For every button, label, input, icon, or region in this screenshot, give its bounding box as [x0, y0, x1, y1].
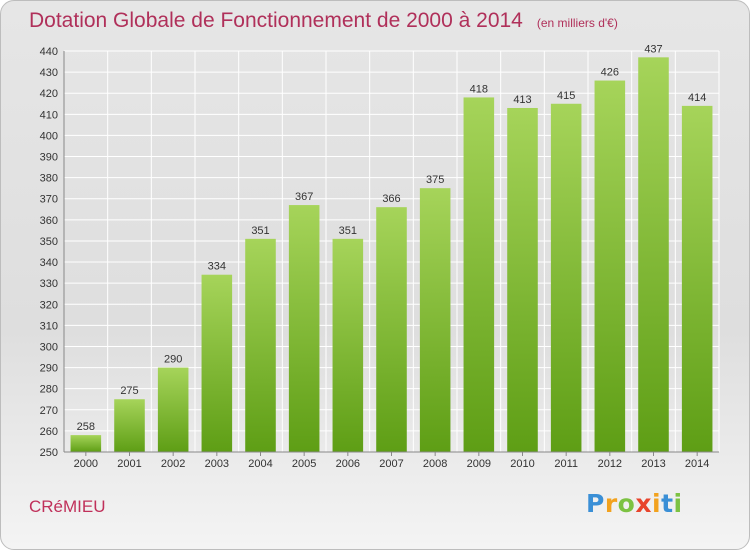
chart-title: Dotation Globale de Fonctionnement de 20…: [29, 9, 618, 33]
y-tick-label: 330: [40, 278, 58, 290]
y-tick-label: 320: [40, 299, 58, 311]
value-label: 351: [339, 225, 357, 237]
logo-letter: o: [617, 489, 636, 518]
x-tick-label: 2013: [641, 458, 665, 470]
y-tick-label: 430: [40, 67, 58, 79]
bar-2005: [288, 205, 320, 452]
value-label: 258: [77, 421, 95, 433]
x-tick-label: 2002: [161, 458, 185, 470]
y-tick-label: 380: [40, 173, 58, 185]
value-label: 413: [513, 94, 531, 106]
value-label: 334: [208, 261, 226, 273]
y-tick-label: 300: [40, 341, 58, 353]
y-tick-label: 370: [40, 194, 58, 206]
x-tick-label: 2005: [292, 458, 316, 470]
bar-2007: [376, 207, 407, 452]
logo-letter: i: [673, 489, 683, 518]
chart-title-text: Dotation Globale de Fonctionnement de 20…: [29, 9, 523, 32]
value-label: 375: [426, 174, 444, 186]
y-tick-label: 420: [40, 88, 58, 100]
bar-2012: [594, 80, 626, 453]
x-tick-label: 2010: [510, 458, 534, 470]
y-tick-label: 400: [40, 130, 58, 142]
x-tick-label: 2007: [379, 458, 403, 470]
y-tick-label: 310: [40, 320, 58, 332]
x-tick-label: 2003: [205, 458, 229, 470]
logo-letter: i: [652, 489, 662, 518]
y-tick-label: 280: [40, 384, 58, 396]
bars: 258 275 290 334 351 367 351 366 375 418 413 415 426 4…: [70, 43, 713, 453]
value-label: 290: [164, 354, 182, 366]
y-tick-label: 340: [40, 257, 58, 269]
bar-2002: [157, 367, 189, 452]
value-label: 426: [601, 67, 619, 79]
y-tick-label: 260: [40, 426, 58, 438]
bar-2013: [638, 57, 669, 453]
x-tick-label: 2014: [685, 458, 709, 470]
x-tick-label: 2000: [74, 458, 98, 470]
value-label: 415: [557, 90, 575, 102]
x-tick-label: 2006: [336, 458, 360, 470]
proxiti-logo[interactable]: Proxiti: [586, 489, 683, 518]
value-label: 366: [382, 193, 400, 205]
logo-letter: r: [604, 489, 618, 518]
bar-2004: [245, 238, 276, 452]
bar-2008: [419, 188, 451, 452]
logo-letter: P: [586, 489, 605, 518]
y-tick-label: 440: [40, 46, 58, 58]
value-label: 351: [251, 225, 269, 237]
y-tick-label: 270: [40, 405, 58, 417]
bar-2009: [463, 97, 495, 452]
logo-letter: t: [661, 489, 674, 518]
y-tick-label: 410: [40, 109, 58, 121]
logo-letter: x: [635, 489, 652, 518]
axes: 250 260 270 280 290 300 310 320 330 340 350 360 370 3…: [40, 46, 719, 470]
y-tick-label: 250: [40, 447, 58, 459]
value-label: 418: [470, 83, 488, 95]
value-label: 414: [688, 92, 706, 104]
value-label: 275: [120, 385, 138, 397]
x-tick-label: 2001: [117, 458, 141, 470]
commune-name: CRéMIEU: [29, 497, 106, 516]
y-tick-label: 290: [40, 363, 58, 375]
bar-2001: [114, 399, 145, 452]
x-tick-label: 2012: [598, 458, 622, 470]
y-tick-label: 350: [40, 236, 58, 248]
bar-2010: [507, 107, 538, 453]
bar-2003: [201, 274, 233, 452]
x-tick-label: 2011: [554, 458, 578, 470]
y-tick-label: 360: [40, 215, 58, 227]
chart-subtitle: (en milliers d'€): [536, 16, 618, 30]
bar-2014: [681, 105, 713, 452]
x-tick-label: 2008: [423, 458, 447, 470]
value-label: 437: [644, 43, 662, 55]
bar-2000: [70, 435, 102, 452]
x-tick-label: 2004: [248, 458, 272, 470]
y-tick-label: 390: [40, 152, 58, 164]
bar-2011: [550, 103, 582, 453]
bar-2006: [332, 238, 364, 452]
x-tick-label: 2009: [467, 458, 491, 470]
value-label: 367: [295, 191, 313, 203]
